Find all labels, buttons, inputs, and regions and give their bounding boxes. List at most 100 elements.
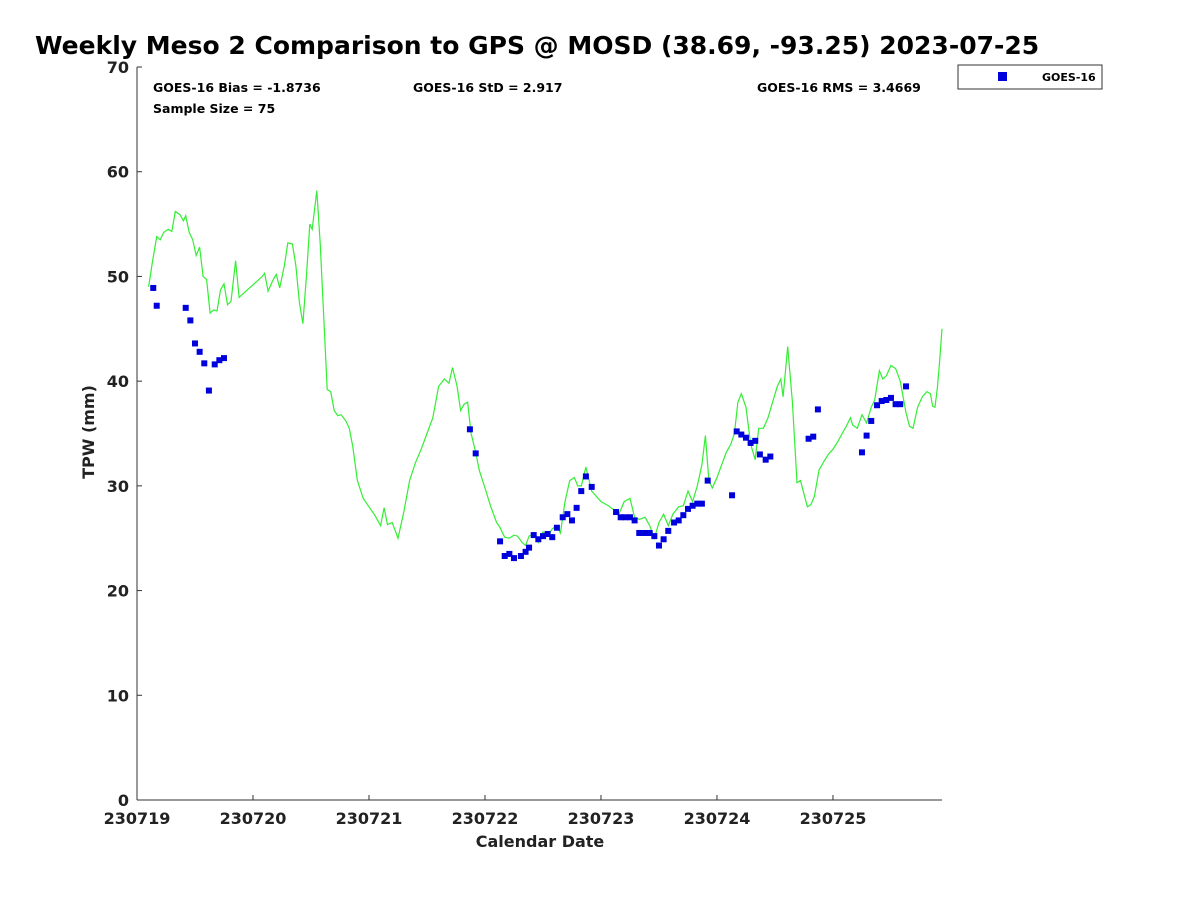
goes-16-point (887, 394, 894, 401)
goes-16-point (636, 529, 643, 536)
goes-16-point (858, 449, 865, 456)
goes-16-point (211, 361, 218, 368)
sample-size-stat: Sample Size = 75 (153, 101, 275, 116)
goes-16-point (472, 450, 479, 457)
goes-16-point (689, 502, 696, 509)
goes-16-point (582, 473, 589, 480)
goes-16-point (903, 383, 910, 390)
goes-16-point (522, 548, 529, 555)
x-tick-label: 230725 (800, 809, 867, 828)
x-tick-label: 230723 (568, 809, 635, 828)
rms-stat: GOES-16 RMS = 3.4669 (757, 80, 921, 95)
goes-16-point (466, 426, 473, 433)
goes-16-point (191, 340, 198, 347)
y-tick-label: 70 (107, 58, 129, 77)
chart-title: Weekly Meso 2 Comparison to GPS @ MOSD (… (35, 31, 1039, 60)
goes-16-point (738, 431, 745, 438)
goes-16-point (497, 538, 504, 545)
y-tick-label: 40 (107, 372, 129, 391)
goes-16-point (698, 500, 705, 507)
goes-16-point (752, 437, 759, 444)
plot-area (136, 67, 942, 801)
goes-16-point (675, 517, 682, 524)
legend-box (957, 64, 1103, 90)
goes-16-point (878, 398, 885, 405)
goes-16-point (665, 527, 672, 534)
goes-16-point (588, 483, 595, 490)
goes-16-point (559, 514, 566, 521)
goes-16-point (573, 504, 580, 511)
gps-line (148, 190, 943, 547)
goes-16-point (501, 553, 508, 560)
goes-16-point (747, 439, 754, 446)
goes-16-point (631, 517, 638, 524)
goes-16-point (153, 302, 160, 309)
legend: GOES-16 (957, 64, 1103, 90)
y-tick-label: 60 (107, 163, 129, 182)
goes-16-point (517, 553, 524, 560)
goes-16-point (530, 532, 537, 539)
goes-16-point (733, 428, 740, 435)
legend-goes-16-label: GOES-16 (1042, 71, 1096, 84)
goes-16-point (874, 402, 881, 409)
goes-16-point (814, 406, 821, 413)
goes-16-point (756, 451, 763, 458)
goes-16-point (617, 514, 624, 521)
goes-16-point (671, 519, 678, 526)
goes-16-point (762, 456, 769, 463)
x-axis-ticks: 230719 230720 230721 230722 230723 230724 2307… (104, 795, 867, 828)
goes-16-point (196, 348, 203, 355)
goes-16-point (729, 492, 736, 499)
bias-stat: GOES-16 Bias = -1.8736 (153, 80, 321, 95)
y-tick-label: 10 (107, 686, 129, 705)
goes-16-point (651, 533, 658, 540)
y-tick-label: 30 (107, 477, 129, 496)
goes-16-point (578, 488, 585, 495)
x-axis-label: Calendar Date (476, 832, 605, 851)
goes-16-point (549, 534, 556, 541)
goes-16-point (526, 544, 533, 551)
std-stat: GOES-16 StD = 2.917 (413, 80, 562, 95)
goes-16-point (150, 284, 157, 291)
goes-16-point (742, 434, 749, 441)
goes-16-point (883, 396, 890, 403)
goes-16-point (535, 536, 542, 543)
goes-16-point (680, 512, 687, 519)
goes-16-point (568, 517, 575, 524)
goes-16-point (704, 477, 711, 484)
goes-16-point (805, 435, 812, 442)
goes-16-point (220, 355, 227, 362)
goes-16-point (553, 524, 560, 531)
y-axis-label: TPW (mm) (79, 385, 98, 479)
x-tick-label: 230721 (336, 809, 403, 828)
goes-16-point (613, 509, 620, 516)
goes-16-point (216, 357, 223, 364)
x-tick-label: 230722 (452, 809, 519, 828)
goes-16-point (897, 401, 904, 408)
goes-16-point (655, 542, 662, 549)
goes-16-series (150, 284, 910, 562)
goes-16-point (646, 529, 653, 536)
legend-goes-16-marker (998, 72, 1007, 81)
goes-16-point (205, 387, 212, 394)
x-tick-label: 230724 (684, 809, 751, 828)
goes-16-point (863, 432, 870, 439)
goes-16-point (767, 453, 774, 460)
goes-16-point (684, 505, 691, 512)
goes-16-point (694, 500, 701, 507)
gps-series (148, 190, 943, 547)
goes-16-point (544, 531, 551, 538)
y-tick-label: 20 (107, 582, 129, 601)
goes-16-point (510, 555, 517, 562)
goes-16-point (642, 529, 649, 536)
goes-16-point (810, 433, 817, 440)
y-tick-label: 0 (118, 791, 129, 810)
goes-16-point (868, 417, 875, 424)
y-axis-ticks: 0 10 20 30 40 50 60 70 (107, 58, 142, 810)
goes-16-point (182, 304, 189, 311)
x-tick-label: 230720 (220, 809, 287, 828)
goes-16-point (201, 360, 208, 367)
goes-16-point (539, 533, 546, 540)
goes-16-point (626, 514, 633, 521)
